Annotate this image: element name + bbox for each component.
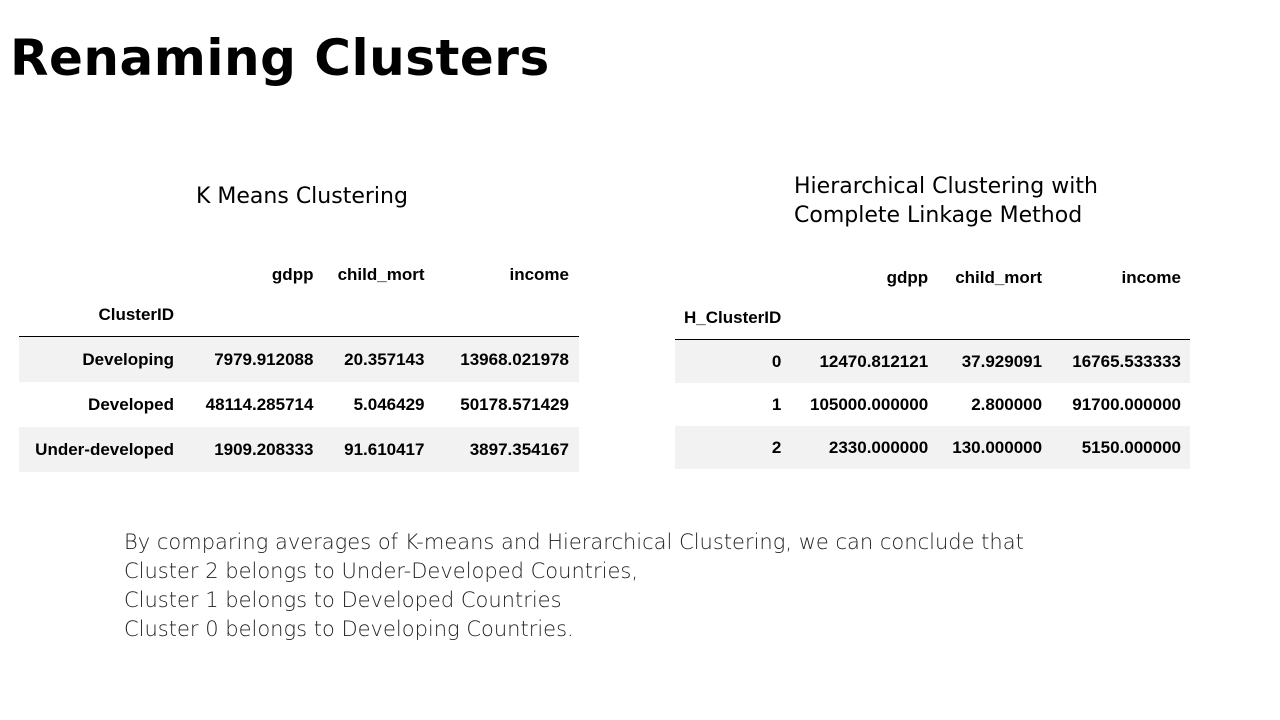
kmeans-col-child-mort: child_mort	[337, 265, 425, 284]
gdpp-cell: 12470.812121	[790, 339, 938, 383]
row-label: Developing	[19, 336, 185, 382]
child-mort-cell: 5.046429	[353, 394, 425, 414]
table-row: Developing 7979.912088 20.357143 13968.0…	[19, 336, 579, 382]
slide-title: Renaming Clusters	[10, 29, 550, 87]
kmeans-corner-cell	[19, 256, 184, 294]
hierarchical-col-gdpp: gdpp	[886, 268, 929, 287]
row-label: 2	[675, 426, 791, 469]
hierarchical-heading-line2: Complete Linkage Method	[794, 203, 1083, 228]
row-label: Under-developed	[19, 427, 185, 472]
table-row: 1 105000.000000 2.800000 91700.000000	[675, 383, 1190, 426]
gdpp-cell: 105000.000000	[809, 394, 929, 414]
child-mort-cell: 20.357143	[323, 336, 435, 382]
conclusion-line: Cluster 2 belongs to Under-Developed Cou…	[124, 559, 639, 583]
gdpp-cell: 7979.912088	[184, 336, 324, 382]
child-mort-cell: 37.929091	[937, 339, 1052, 383]
hierarchical-col-child-mort: child_mort	[955, 268, 1043, 287]
row-label: 1	[771, 394, 782, 414]
income-cell: 50178.571429	[460, 394, 569, 414]
child-mort-cell: 2.800000	[971, 394, 1043, 414]
income-cell: 5150.000000	[1051, 426, 1190, 469]
kmeans-column-header-row: gdpp child_mort income	[19, 256, 579, 294]
child-mort-cell: 91.610417	[323, 427, 435, 472]
gdpp-cell: 2330.000000	[790, 426, 938, 469]
kmeans-table: gdpp child_mort income ClusterID Develop…	[19, 256, 579, 472]
kmeans-col-income: income	[509, 265, 569, 284]
conclusion-text: By comparing averages of K-means and Hie…	[124, 528, 1024, 644]
row-label: Developed	[88, 394, 175, 414]
conclusion-line: Cluster 1 belongs to Developed Countries	[124, 588, 562, 612]
kmeans-index-header-row: ClusterID	[19, 294, 579, 337]
kmeans-heading: K Means Clustering	[196, 184, 408, 209]
hierarchical-heading: Hierarchical Clustering with Complete Li…	[794, 172, 1098, 230]
child-mort-cell: 130.000000	[937, 426, 1052, 469]
hierarchical-table: gdpp child_mort income H_ClusterID 0 124…	[675, 259, 1190, 469]
kmeans-index-name: ClusterID	[98, 305, 175, 324]
income-cell: 91700.000000	[1072, 394, 1181, 414]
conclusion-line: By comparing averages of K-means and Hie…	[124, 530, 1024, 554]
hierarchical-index-header-row: H_ClusterID	[675, 297, 1190, 340]
gdpp-cell: 48114.285714	[205, 394, 314, 414]
income-cell: 16765.533333	[1051, 339, 1190, 383]
table-row: Under-developed 1909.208333 91.610417 38…	[19, 427, 579, 472]
row-label: 0	[675, 339, 791, 383]
income-cell: 3897.354167	[434, 427, 579, 472]
hierarchical-col-income: income	[1121, 268, 1181, 287]
kmeans-col-gdpp: gdpp	[271, 265, 314, 284]
table-row: 0 12470.812121 37.929091 16765.533333	[675, 339, 1190, 383]
hierarchical-index-name: H_ClusterID	[684, 308, 782, 327]
gdpp-cell: 1909.208333	[184, 427, 324, 472]
conclusion-line: Cluster 0 belongs to Developing Countrie…	[124, 617, 574, 641]
hierarchical-corner-cell	[675, 259, 790, 297]
table-row: 2 2330.000000 130.000000 5150.000000	[675, 426, 1190, 469]
table-row: Developed 48114.285714 5.046429 50178.57…	[19, 382, 579, 427]
hierarchical-heading-line1: Hierarchical Clustering with	[794, 174, 1098, 199]
income-cell: 13968.021978	[434, 336, 579, 382]
hierarchical-column-header-row: gdpp child_mort income	[675, 259, 1190, 297]
